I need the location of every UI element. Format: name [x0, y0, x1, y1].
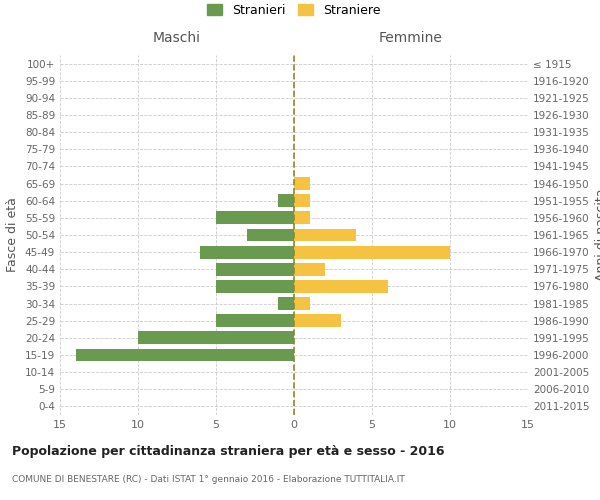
Bar: [294, 263, 325, 276]
Bar: [247, 228, 294, 241]
Y-axis label: Anni di nascita: Anni di nascita: [595, 188, 600, 281]
Bar: [294, 246, 450, 258]
Text: Maschi: Maschi: [153, 30, 201, 44]
Text: Femmine: Femmine: [379, 30, 443, 44]
Bar: [294, 228, 356, 241]
Legend: Stranieri, Straniere: Stranieri, Straniere: [207, 4, 381, 16]
Bar: [216, 212, 294, 224]
Bar: [294, 194, 310, 207]
Bar: [216, 263, 294, 276]
Bar: [278, 297, 294, 310]
Bar: [294, 297, 310, 310]
Bar: [294, 212, 310, 224]
Bar: [216, 280, 294, 293]
Text: Popolazione per cittadinanza straniera per età e sesso - 2016: Popolazione per cittadinanza straniera p…: [12, 445, 445, 458]
Bar: [200, 246, 294, 258]
Bar: [294, 314, 341, 327]
Bar: [278, 194, 294, 207]
Bar: [294, 177, 310, 190]
Text: COMUNE DI BENESTARE (RC) - Dati ISTAT 1° gennaio 2016 - Elaborazione TUTTITALIA.: COMUNE DI BENESTARE (RC) - Dati ISTAT 1°…: [12, 475, 405, 484]
Y-axis label: Fasce di età: Fasce di età: [7, 198, 19, 272]
Bar: [138, 332, 294, 344]
Bar: [294, 280, 388, 293]
Bar: [76, 348, 294, 362]
Bar: [216, 314, 294, 327]
